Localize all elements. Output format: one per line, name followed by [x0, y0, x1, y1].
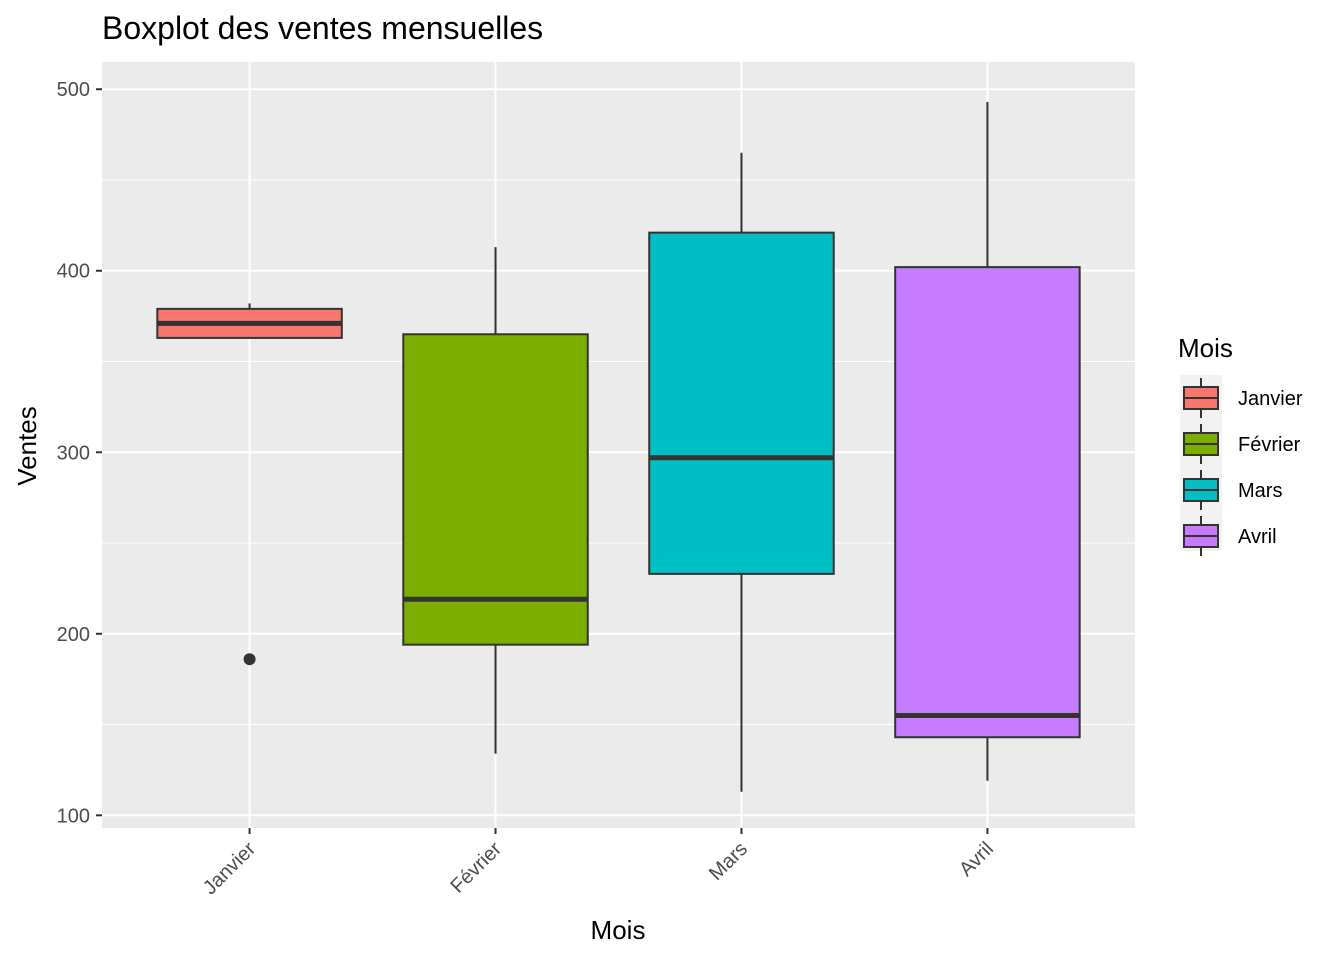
legend-label: Février: [1238, 434, 1301, 456]
legend-item: Février: [1183, 424, 1301, 464]
x-tick-label: Mars: [705, 838, 752, 885]
outlier-point: [243, 653, 256, 666]
chart-title: Boxplot des ventes mensuelles: [102, 10, 543, 46]
box-body: [402, 333, 589, 646]
legend-title: Mois: [1178, 333, 1233, 363]
x-tick-label: Avril: [955, 838, 998, 881]
y-tick-label: 300: [57, 442, 90, 464]
legend-item: Janvier: [1183, 378, 1303, 418]
x-tick-label: Février: [446, 838, 506, 898]
box-1: [402, 247, 589, 754]
box-body: [648, 231, 835, 575]
legend-item: Mars: [1183, 470, 1282, 510]
x-axis: Janvier Février Mars Avril: [199, 828, 998, 899]
y-tick-label: 400: [57, 261, 90, 283]
y-tick-label: 500: [57, 79, 90, 101]
y-axis: 100 200 300 400 500: [57, 79, 102, 827]
y-tick-label: 100: [57, 805, 90, 827]
x-axis-title: Mois: [591, 915, 646, 945]
legend-item: Avril: [1183, 516, 1277, 556]
legend-label: Avril: [1238, 526, 1277, 548]
box-2: [648, 152, 835, 792]
boxes-layer: [156, 101, 1081, 792]
y-tick-label: 200: [57, 624, 90, 646]
x-tick-label: Janvier: [199, 838, 260, 899]
legend-label: Janvier: [1238, 388, 1303, 410]
legend: Mois Janvier Février Mars Avril: [1178, 333, 1303, 556]
y-axis-title: Ventes: [12, 406, 42, 486]
legend-label: Mars: [1238, 480, 1282, 502]
box-body: [894, 266, 1081, 739]
box-0: [156, 303, 343, 666]
box-3: [894, 101, 1081, 781]
